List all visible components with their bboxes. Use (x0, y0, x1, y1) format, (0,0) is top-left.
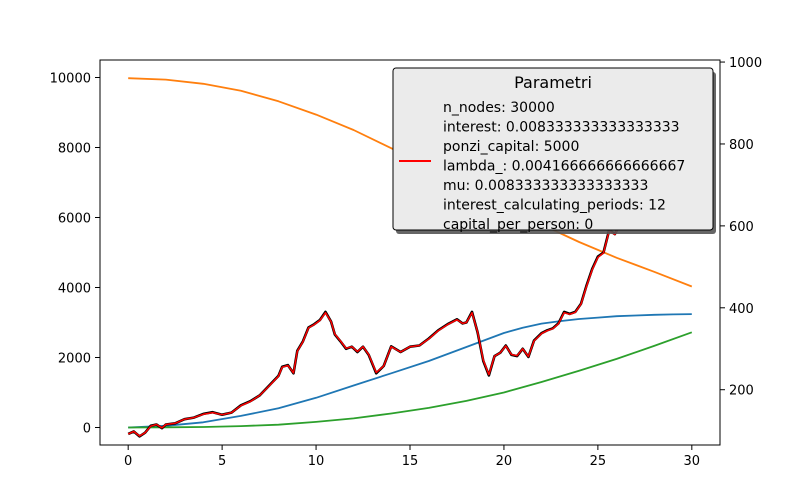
x-axis: 0 5 10 15 20 25 30 (124, 445, 700, 469)
series-line-blue (128, 313, 692, 429)
legend: Parametri n_nodes: 30000 interest: 0.0083… (392, 67, 716, 234)
y-tick-label-left: 0 (83, 422, 91, 437)
x-tick-label: 0 (124, 454, 132, 469)
x-tick-label: 30 (684, 454, 701, 469)
x-tick-label: 20 (496, 454, 513, 469)
x-tick-label: 5 (218, 454, 226, 469)
y-tick-label-left: 2000 (58, 352, 91, 367)
y-tick-label-left: 4000 (58, 282, 91, 297)
legend-entry: lambda_: 0.004166666666666667 (443, 159, 685, 175)
legend-entry: ponzi_capital: 5000 (443, 139, 579, 155)
x-tick-label: 10 (308, 454, 325, 469)
y-tick-label-left: 8000 (58, 142, 91, 157)
series-line-green (128, 331, 693, 429)
y-tick-label-right: 400 (729, 302, 754, 317)
y-tick-label-right: 600 (729, 220, 754, 235)
legend-title: Parametri (514, 73, 592, 92)
x-tick-label: 25 (590, 454, 607, 469)
y-axis-right: 200 400 600 800 1000 (720, 56, 762, 399)
y-tick-label-right: 800 (729, 138, 754, 153)
legend-entry: mu: 0.008333333333333333 (443, 178, 648, 194)
legend-box (392, 67, 714, 231)
y-axis-left: 0 2000 4000 6000 8000 10000 (50, 72, 100, 437)
y-tick-label-left: 10000 (50, 72, 91, 87)
legend-entries: n_nodes: 30000 interest: 0.00833333333333… (443, 100, 685, 233)
legend-entry: interest_calculating_periods: 12 (443, 198, 666, 214)
y-tick-label-left: 6000 (58, 212, 91, 227)
legend-entry: interest: 0.008333333333333333 (443, 120, 680, 136)
y-tick-label-right: 1000 (729, 56, 762, 71)
legend-entry: capital_per_person: 0 (443, 217, 593, 233)
legend-entry: n_nodes: 30000 (443, 100, 555, 116)
x-tick-label: 15 (402, 454, 419, 469)
y-tick-label-right: 200 (729, 384, 754, 399)
